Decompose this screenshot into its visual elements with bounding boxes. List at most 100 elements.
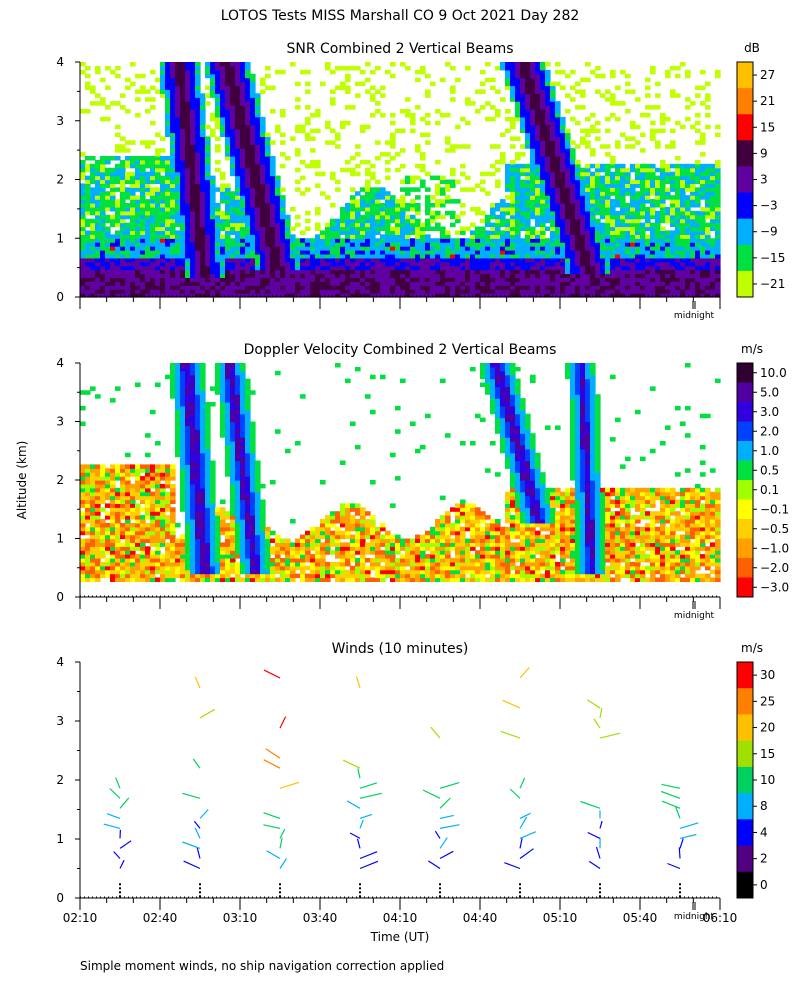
heatmap-cell (570, 199, 576, 204)
heatmap-cell (190, 109, 196, 114)
heatmap-cell (335, 285, 341, 290)
heatmap-cell (225, 210, 231, 216)
heatmap-cell (100, 159, 106, 165)
heatmap-cell (680, 253, 686, 259)
heatmap-cell (290, 234, 296, 239)
heatmap-cell (180, 253, 186, 259)
heatmap-cell (405, 226, 411, 232)
heatmap-cell (85, 175, 91, 181)
heatmap-cell (490, 171, 496, 177)
heatmap-cell (445, 261, 451, 267)
heatmap-cell (90, 253, 96, 259)
heatmap-cell (625, 293, 631, 298)
heatmap-cell (330, 101, 336, 106)
heatmap-cell (590, 253, 596, 259)
heatmap-cell (110, 253, 116, 259)
heatmap-cell (165, 179, 171, 185)
heatmap-cell (685, 230, 691, 235)
heatmap-cell (115, 132, 121, 138)
heatmap-cell (100, 77, 106, 83)
heatmap-cell (105, 273, 111, 279)
heatmap-cell (250, 191, 256, 196)
heatmap-cell (605, 195, 611, 200)
heatmap-cell (585, 265, 591, 271)
heatmap-cell (380, 238, 386, 243)
heatmap-cell (700, 183, 706, 188)
heatmap-cell (220, 97, 226, 102)
heatmap-cell (525, 218, 531, 224)
heatmap-cell (585, 77, 591, 83)
heatmap-cell (610, 257, 616, 263)
heatmap-cell (125, 234, 131, 239)
heatmap-cell (630, 285, 636, 290)
heatmap-cell (150, 257, 156, 263)
heatmap-cell (220, 116, 226, 122)
heatmap-cell (320, 81, 326, 87)
heatmap-cell (540, 105, 546, 110)
heatmap-cell (565, 277, 571, 282)
heatmap-cell (185, 85, 191, 91)
heatmap-cell (565, 136, 571, 141)
heatmap-cell (560, 199, 566, 204)
heatmap-cell (185, 203, 191, 208)
heatmap-cell (605, 128, 611, 134)
heatmap-cell (630, 203, 636, 208)
heatmap-cell (530, 246, 536, 251)
heatmap-cell (135, 206, 141, 212)
heatmap-cell (580, 195, 586, 200)
heatmap-cell (440, 191, 446, 196)
heatmap-cell (110, 199, 116, 204)
heatmap-cell (180, 69, 186, 75)
heatmap-cell (350, 230, 356, 235)
heatmap-cell (120, 191, 126, 196)
heatmap-cell (560, 85, 566, 91)
heatmap-cell (465, 285, 471, 290)
heatmap-cell (215, 253, 221, 259)
heatmap-cell (150, 293, 156, 298)
heatmap-cell (650, 277, 656, 282)
heatmap-cell (80, 152, 86, 157)
heatmap-cell (235, 167, 241, 173)
heatmap-cell (540, 85, 546, 91)
heatmap-cell (130, 206, 136, 212)
heatmap-cell (325, 65, 331, 71)
heatmap-cell (375, 293, 381, 298)
heatmap-cell (175, 289, 181, 294)
heatmap-cell (210, 73, 216, 79)
heatmap-cell (695, 214, 701, 220)
heatmap-cell (515, 242, 521, 247)
heatmap-cell (360, 253, 366, 259)
heatmap-cell (300, 175, 306, 181)
heatmap-cell (170, 85, 176, 91)
heatmap-cell (490, 226, 496, 232)
heatmap-cell (600, 195, 606, 200)
heatmap-cell (405, 65, 411, 71)
heatmap-cell (355, 242, 361, 247)
heatmap-cell (185, 293, 191, 298)
heatmap-cell (325, 273, 331, 279)
heatmap-cell (525, 89, 531, 94)
heatmap-cell (185, 140, 191, 145)
heatmap-cell (655, 81, 661, 87)
heatmap-cell (235, 238, 241, 243)
heatmap-cell (460, 187, 466, 192)
heatmap-cell (175, 105, 181, 110)
heatmap-cell (535, 163, 541, 169)
heatmap-cell (270, 289, 276, 294)
heatmap-cell (695, 187, 701, 192)
heatmap-cell (390, 277, 396, 282)
heatmap-cell (125, 265, 131, 271)
heatmap-cell (285, 226, 291, 232)
heatmap-cell (400, 261, 406, 267)
heatmap-cell (555, 124, 561, 130)
heatmap-cell (535, 289, 541, 294)
heatmap-cell (315, 281, 321, 286)
heatmap-cell (140, 156, 146, 161)
heatmap-cell (170, 128, 176, 134)
heatmap-cell (125, 203, 131, 208)
heatmap-cell (710, 191, 716, 196)
heatmap-cell (645, 195, 651, 200)
heatmap-cell (250, 81, 256, 87)
heatmap-cell (410, 179, 416, 185)
heatmap-cell (585, 250, 591, 255)
